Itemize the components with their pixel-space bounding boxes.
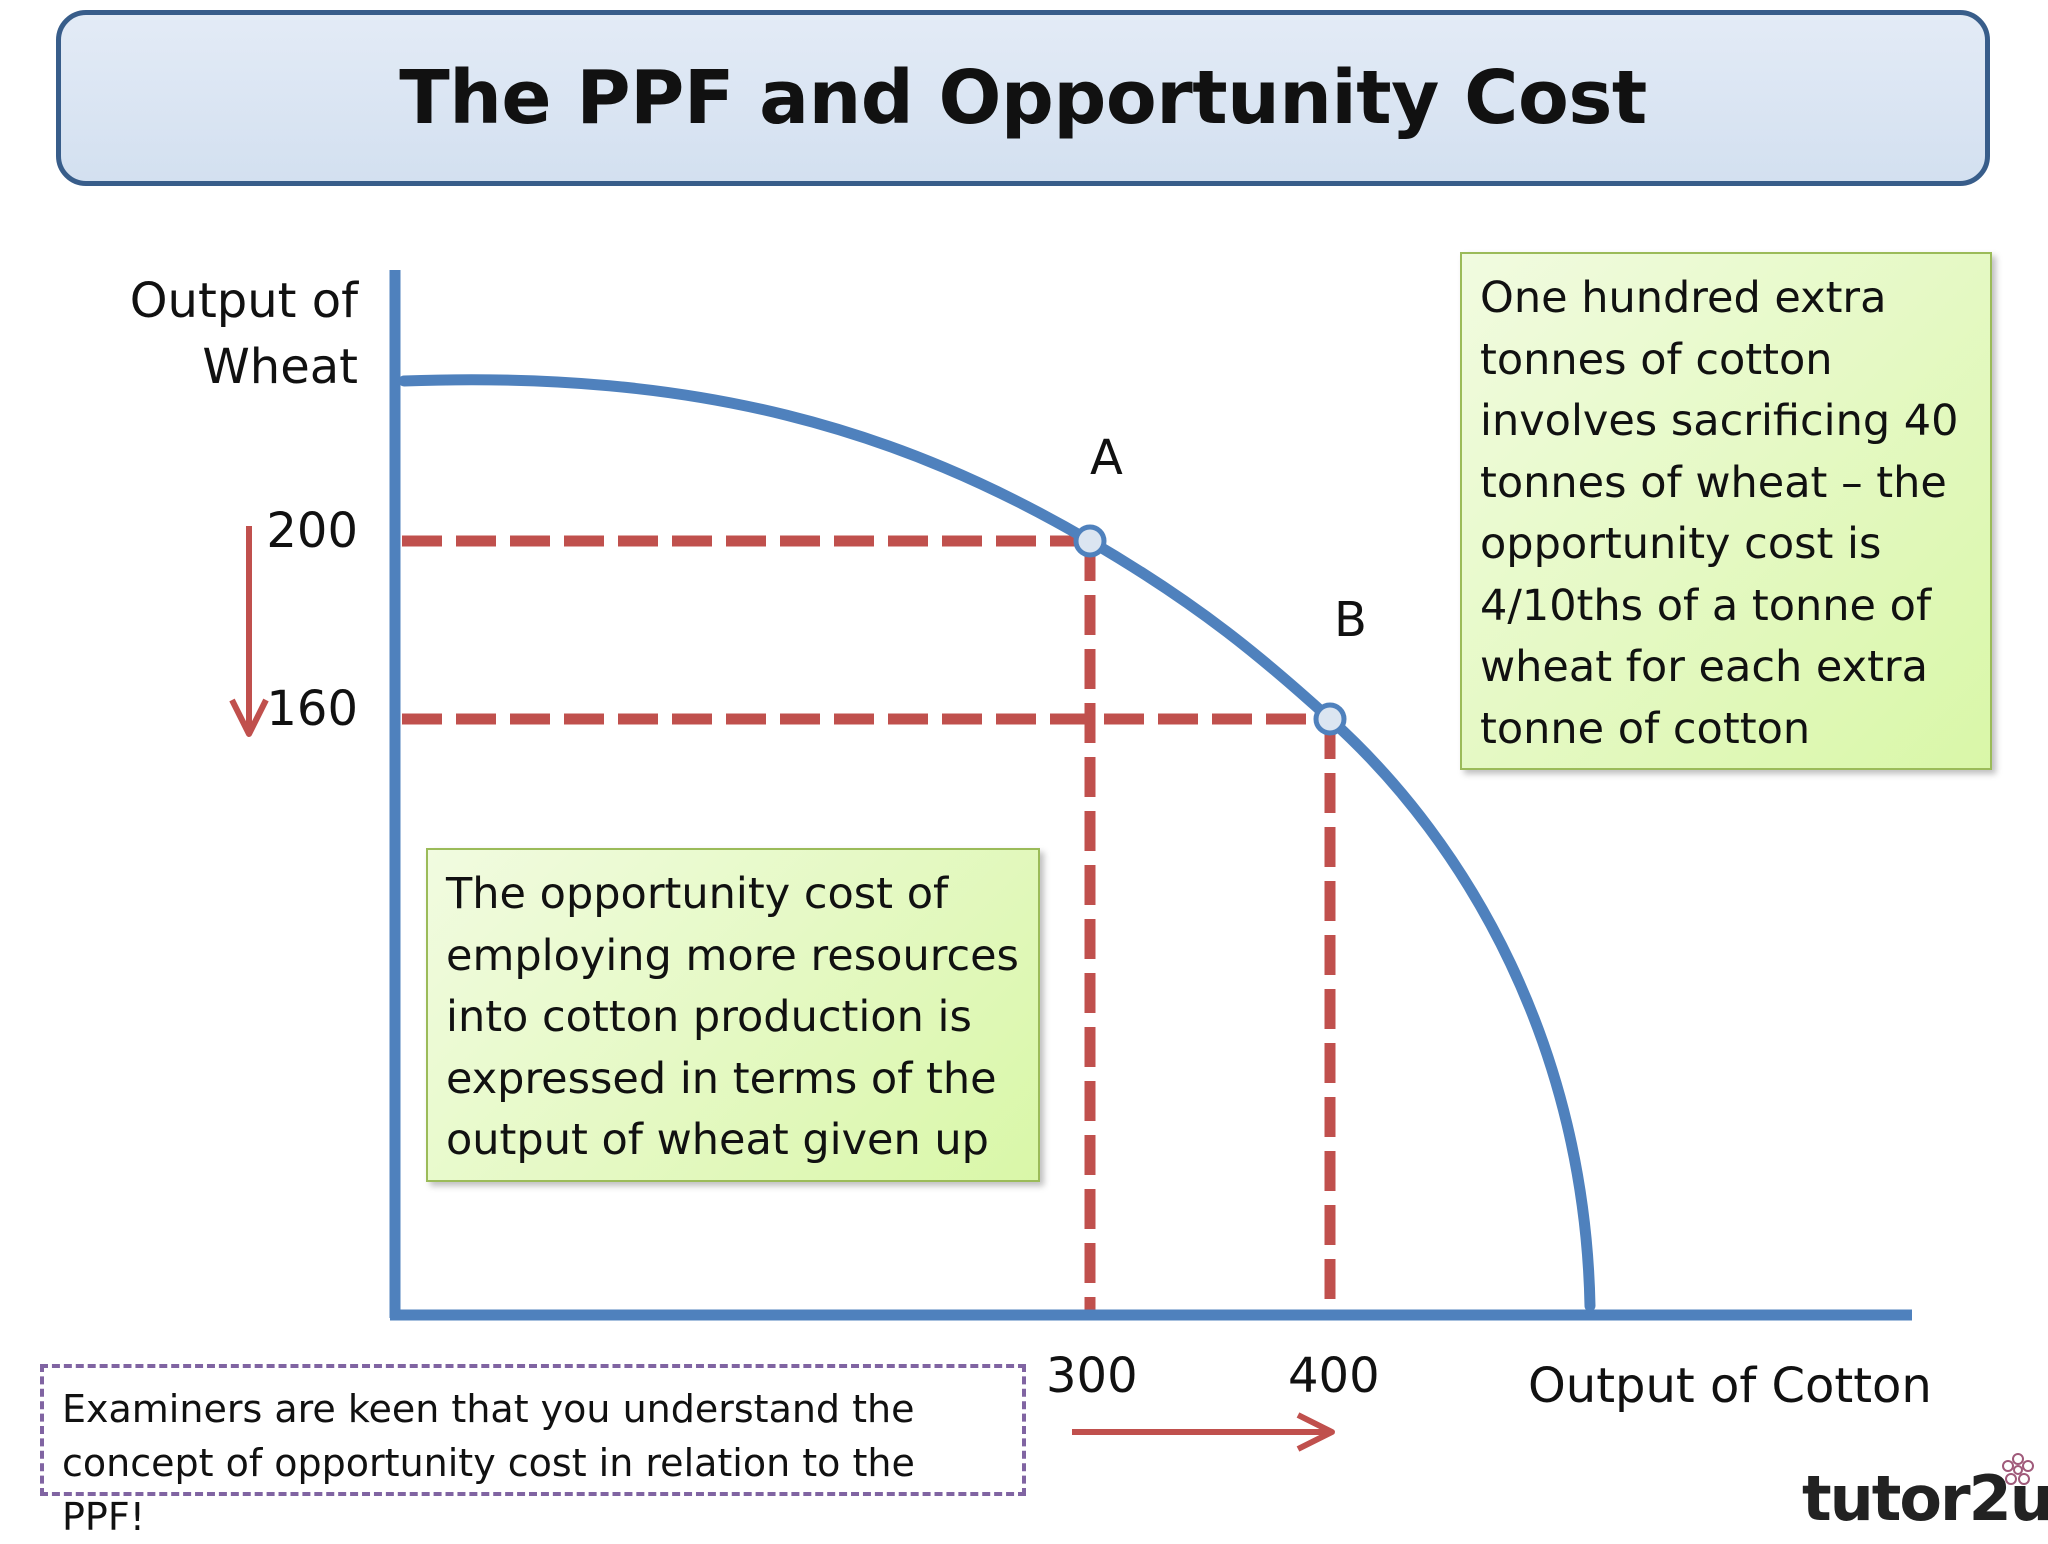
wheat-decrease-arrow bbox=[229, 526, 269, 737]
x-axis-title: Output of Cotton bbox=[1528, 1358, 1932, 1414]
logo-flower-icon bbox=[2002, 1453, 2034, 1485]
ppf-curve bbox=[398, 374, 1596, 1312]
x-tick-300: 300 bbox=[1046, 1348, 1138, 1404]
note-opportunity-cost-definition: The opportunity cost of employing more r… bbox=[426, 848, 1040, 1182]
slide-title: The PPF and Opportunity Cost bbox=[399, 55, 1647, 141]
point-a-marker bbox=[1073, 524, 1107, 558]
y-tick-200: 200 bbox=[266, 503, 358, 559]
title-banner: The PPF and Opportunity Cost bbox=[56, 10, 1990, 186]
tutor2u-logo: tutor2u bbox=[1802, 1462, 2048, 1535]
y-axis-title: Output of Wheat bbox=[129, 273, 358, 395]
exam-tip-box: Examiners are keen that you understand t… bbox=[40, 1364, 1026, 1539]
point-b-label: B bbox=[1334, 592, 1367, 648]
cotton-increase-arrow bbox=[1072, 1412, 1335, 1452]
y-tick-160: 160 bbox=[266, 681, 358, 737]
point-b-marker bbox=[1313, 702, 1347, 736]
note-opportunity-cost-calculation: One hundred extra tonnes of cotton invol… bbox=[1460, 252, 1992, 770]
point-a-label: A bbox=[1090, 430, 1123, 486]
x-tick-400: 400 bbox=[1288, 1348, 1380, 1404]
